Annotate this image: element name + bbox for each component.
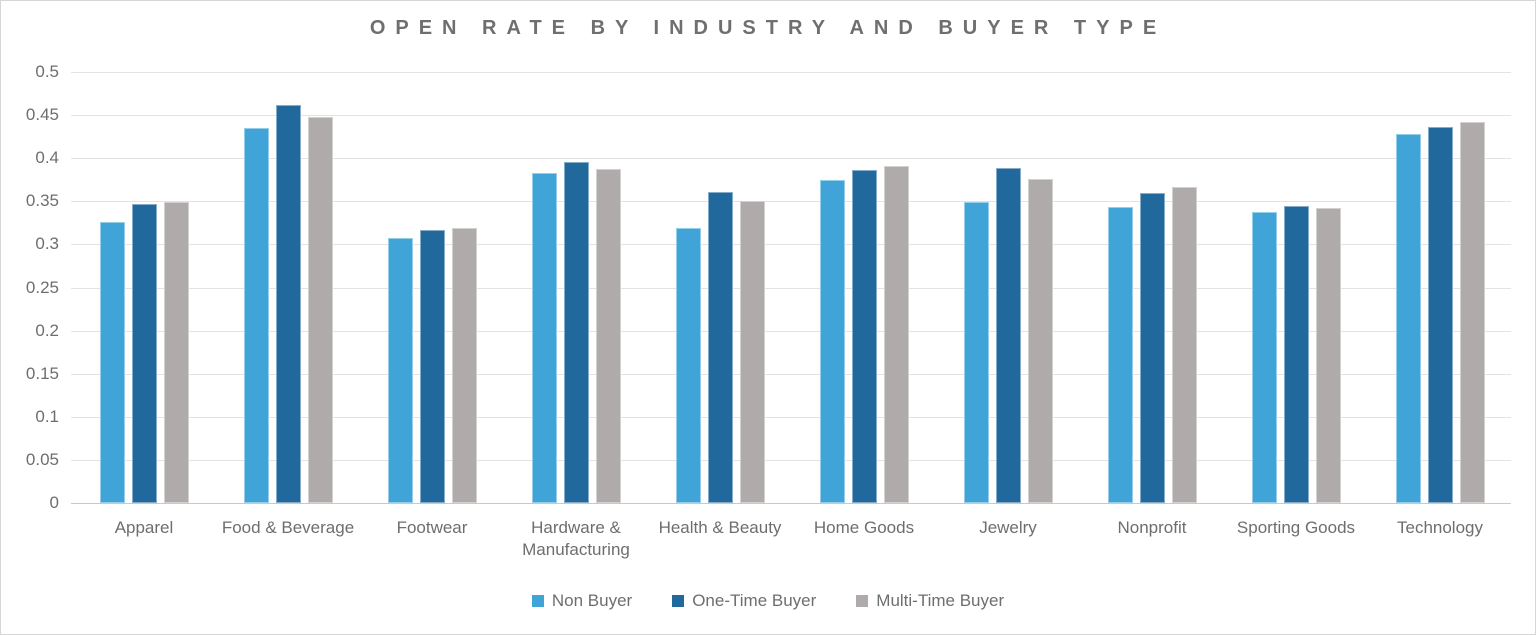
- bar: [99, 221, 125, 503]
- x-category-label: Hardware & Manufacturing: [522, 518, 630, 559]
- gridline: [71, 72, 1511, 73]
- bar: [1315, 208, 1341, 503]
- y-tick-label: 0.3: [35, 234, 59, 254]
- bar: [819, 179, 845, 503]
- legend-swatch-icon: [856, 595, 869, 607]
- y-tick-label: 0.15: [25, 363, 59, 383]
- bar: [995, 167, 1021, 503]
- x-category-label: Apparel: [114, 518, 174, 537]
- bar: [1139, 192, 1165, 503]
- legend-label: Multi-Time Buyer: [876, 591, 1005, 610]
- x-category-label: Nonprofit: [1117, 518, 1187, 537]
- gridline: [71, 416, 1511, 418]
- bar: [563, 161, 589, 503]
- bar: [963, 202, 989, 503]
- bar: [243, 128, 269, 503]
- bar: [1459, 121, 1485, 503]
- legend-label: One-Time Buyer: [692, 591, 817, 610]
- legend-item: Multi-Time Buyer: [856, 591, 1004, 611]
- y-tick-label: 0: [49, 493, 59, 512]
- bar: [707, 191, 733, 503]
- chart-title: OPEN RATE BY INDUSTRY AND BUYER TYPE: [369, 17, 1167, 39]
- bar: [163, 202, 189, 503]
- legend-swatch-icon: [531, 595, 544, 607]
- x-category-label: Footwear: [396, 518, 468, 537]
- bar: [1027, 178, 1053, 503]
- gridline: [71, 158, 1511, 160]
- bar: [675, 228, 701, 503]
- legend-item: Non Buyer: [531, 591, 633, 611]
- x-axis-baseline: [71, 503, 1511, 504]
- x-category-label: Home Goods: [813, 518, 915, 537]
- x-category-label: Health & Beauty: [658, 518, 782, 537]
- x-category-label: Technology: [1396, 518, 1483, 537]
- x-category-label: Food & Beverage: [221, 518, 355, 537]
- gridline: [71, 201, 1511, 203]
- bar: [275, 104, 301, 503]
- bar: [851, 170, 877, 503]
- x-category-label: Sporting Goods: [1236, 518, 1356, 537]
- bar: [531, 172, 557, 503]
- y-tick-label: 0.2: [35, 320, 59, 340]
- bar: [1395, 134, 1421, 503]
- bar: [131, 203, 157, 503]
- bar: [1283, 206, 1309, 503]
- y-tick-label: 0.45: [25, 105, 59, 125]
- y-tick-label: 0.05: [25, 449, 59, 469]
- bar: [419, 229, 445, 503]
- bar: [739, 201, 765, 503]
- bar: [307, 116, 333, 503]
- y-tick-label: 0.25: [25, 277, 59, 297]
- y-tick-label: 0.1: [35, 406, 59, 426]
- y-tick-label: 0.4: [35, 148, 59, 168]
- bar: [1251, 211, 1277, 503]
- x-category-label: Jewelry: [979, 518, 1037, 537]
- gridline: [71, 330, 1511, 332]
- y-tick-label: 0.35: [25, 191, 59, 211]
- gridline: [71, 115, 1511, 117]
- bar: [387, 237, 413, 503]
- bar: [1427, 127, 1453, 503]
- legend-swatch-icon: [672, 595, 685, 607]
- gridline: [71, 287, 1511, 289]
- legend-label: Non Buyer: [551, 591, 633, 610]
- gridline: [71, 459, 1511, 461]
- bar: [1107, 207, 1133, 503]
- legend-item: One-Time Buyer: [672, 591, 816, 611]
- bar: [451, 228, 477, 503]
- gridline: [71, 244, 1511, 246]
- y-tick-label: 0.5: [35, 62, 59, 81]
- bar: [595, 169, 621, 503]
- bar: [1171, 186, 1197, 503]
- bar: [883, 165, 909, 503]
- gridline: [71, 373, 1511, 375]
- legend: Non Buyer One-Time Buyer Multi-Time Buyer: [1, 591, 1535, 611]
